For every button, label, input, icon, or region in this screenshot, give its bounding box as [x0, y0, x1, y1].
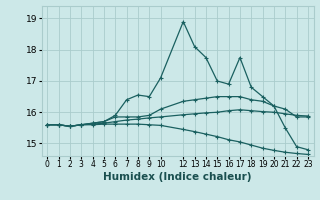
X-axis label: Humidex (Indice chaleur): Humidex (Indice chaleur): [103, 172, 252, 182]
